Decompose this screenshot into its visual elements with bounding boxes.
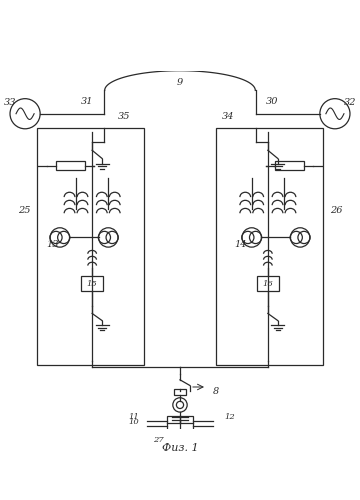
Text: 33: 33 [3, 98, 16, 108]
Bar [56, 162, 85, 170]
Text: 11: 11 [128, 414, 139, 422]
Text: 30: 30 [266, 96, 278, 106]
Text: 34: 34 [222, 112, 235, 121]
Text: 31: 31 [81, 96, 93, 106]
Text: 35: 35 [118, 112, 131, 121]
Bar [167, 416, 193, 430]
Bar [37, 128, 144, 365]
Bar [216, 128, 323, 365]
Text: 10: 10 [128, 418, 139, 426]
Text: 25: 25 [18, 206, 30, 215]
Text: 32: 32 [344, 98, 357, 108]
Text: 12: 12 [225, 414, 235, 422]
Text: 8: 8 [213, 387, 219, 396]
Text: 26: 26 [330, 206, 342, 215]
Text: 13: 13 [46, 240, 59, 249]
Bar [275, 162, 304, 170]
Bar [174, 389, 186, 395]
Text: 16: 16 [262, 280, 273, 287]
Bar [81, 276, 103, 291]
Text: Физ. 1: Физ. 1 [162, 443, 198, 453]
Text: 14: 14 [235, 240, 247, 249]
Bar [257, 276, 279, 291]
Text: 9: 9 [177, 78, 183, 87]
Text: 27: 27 [153, 436, 164, 444]
Text: 15: 15 [87, 280, 98, 287]
